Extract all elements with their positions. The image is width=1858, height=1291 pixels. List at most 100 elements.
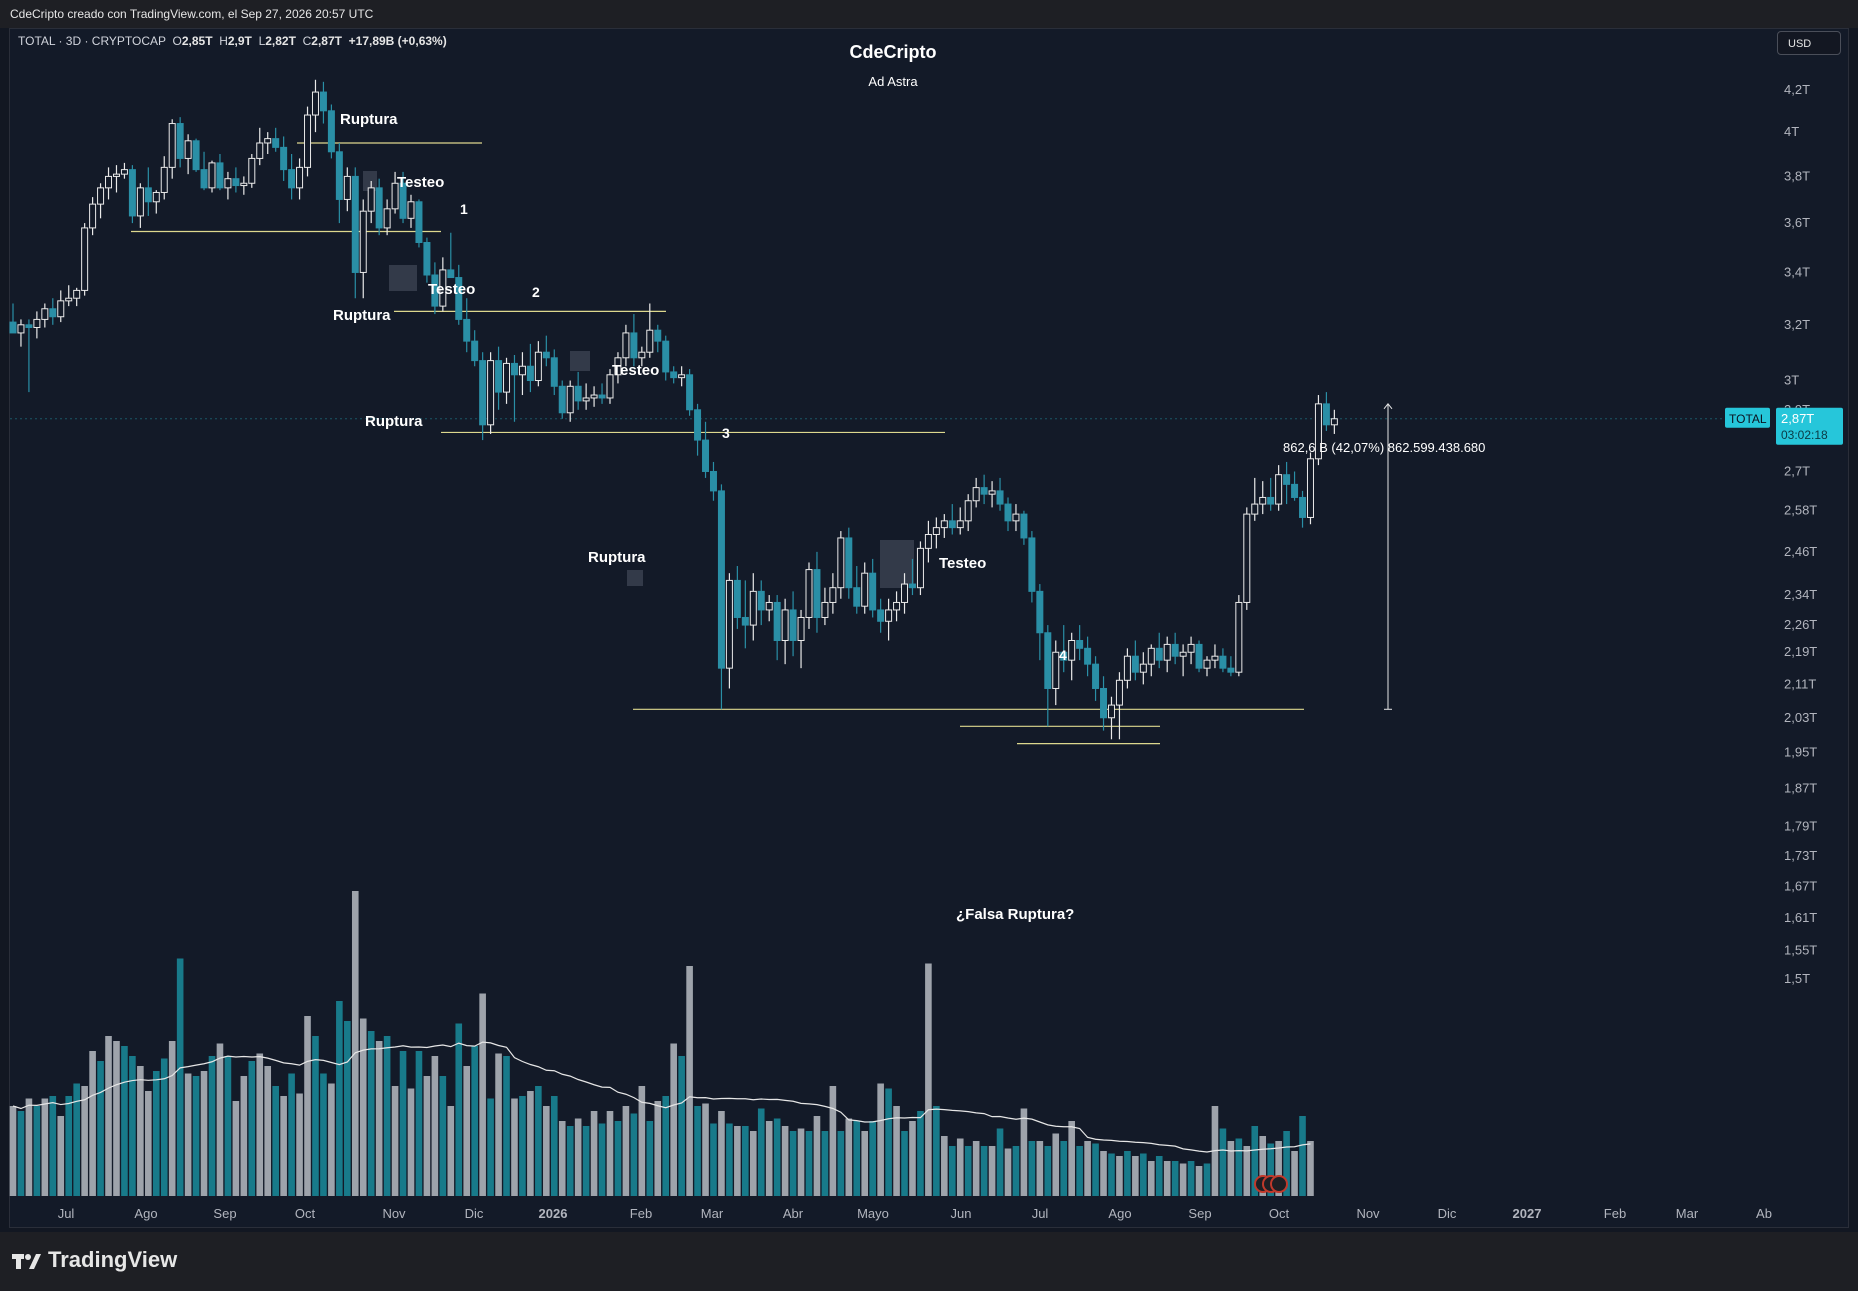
volume-bar xyxy=(471,1046,478,1196)
x-tick-label: Nov xyxy=(382,1206,406,1221)
candle-body-down xyxy=(773,601,781,642)
symbol-tag-label: TOTAL xyxy=(1729,412,1767,426)
volume-bar xyxy=(1243,1146,1251,1196)
close-value: 2,87T xyxy=(311,34,342,48)
volume-bar xyxy=(375,1041,383,1196)
candle-body-up xyxy=(304,114,312,168)
volume-bar xyxy=(829,1086,837,1196)
candle-body-down xyxy=(423,242,431,276)
candle-body-up xyxy=(65,297,73,302)
y-tick-label: 3,4T xyxy=(1784,264,1810,279)
candle-body-down xyxy=(1267,496,1275,505)
volume-bar xyxy=(137,1066,144,1196)
volume-bar xyxy=(1195,1166,1203,1196)
watermark-subtitle: Ad Astra xyxy=(868,74,918,89)
candle-body-down xyxy=(1131,655,1139,673)
x-tick-label: Mar xyxy=(701,1206,724,1221)
candle-body-down xyxy=(526,365,534,382)
currency-button[interactable]: USD xyxy=(1777,31,1841,55)
volume-bar xyxy=(495,1053,502,1196)
candle-body-down xyxy=(510,362,518,376)
volume-bar xyxy=(1171,1161,1179,1196)
volume-bar xyxy=(320,1073,327,1196)
volume-bar xyxy=(1283,1131,1290,1196)
volume-bar xyxy=(455,1023,463,1196)
candle-body-down xyxy=(144,187,152,203)
candle-body-down xyxy=(1155,647,1163,661)
x-tick-label: Mayo xyxy=(857,1206,889,1221)
candle-body-down xyxy=(192,140,200,171)
candle-body-up xyxy=(1203,659,1211,669)
x-tick-label: Ago xyxy=(1108,1206,1131,1221)
candle-body-up xyxy=(1068,640,1076,661)
candle-body-down xyxy=(1028,537,1036,592)
volume-bar xyxy=(606,1111,614,1196)
candle-body-down xyxy=(733,579,741,618)
volume-bar xyxy=(160,1058,168,1196)
candle-body-up xyxy=(1147,647,1155,665)
candle-body-down xyxy=(717,490,725,669)
candle-body-down xyxy=(1219,655,1227,669)
volume-bar xyxy=(328,1083,335,1196)
volume-bar xyxy=(423,1076,431,1196)
candle-body-up xyxy=(749,590,757,626)
candle-body-down xyxy=(1004,503,1012,522)
wave-number-label: 3 xyxy=(722,425,730,441)
candle-body-down xyxy=(662,340,670,373)
volume-bar xyxy=(511,1098,518,1196)
candle-body-down xyxy=(1060,651,1068,661)
tradingview-logo[interactable]: TradingView xyxy=(12,1247,177,1273)
y-tick-label: 1,55T xyxy=(1784,943,1817,958)
volume-bar xyxy=(81,1086,88,1196)
candle-body-down xyxy=(471,340,479,362)
candle-body-up xyxy=(924,533,932,549)
candle-body-down xyxy=(789,609,797,642)
x-tick-label: Ago xyxy=(134,1206,157,1221)
y-tick-label: 2,26T xyxy=(1784,617,1817,632)
volume-bar xyxy=(359,1018,367,1196)
volume-bar xyxy=(590,1111,598,1196)
volume-bar xyxy=(996,1128,1004,1196)
volume-bar xyxy=(1124,1151,1131,1196)
volume-bar xyxy=(89,1051,96,1196)
candle-body-up xyxy=(837,537,845,589)
candle-body-up xyxy=(57,300,65,318)
annotation-label: ¿Falsa Ruptura? xyxy=(956,906,1074,923)
candle-body-up xyxy=(885,609,893,622)
volume-bar xyxy=(312,1036,319,1196)
volume-bar xyxy=(837,1131,845,1196)
candle-body-down xyxy=(232,178,240,187)
candle-body-down xyxy=(845,537,853,589)
candle-body-down xyxy=(1092,663,1100,689)
volume-bar xyxy=(208,1056,216,1196)
candle-body-up xyxy=(829,587,837,603)
volume-bar xyxy=(821,1131,829,1196)
high-label: H xyxy=(219,34,228,48)
volume-bar xyxy=(1147,1161,1155,1196)
symbol-legend[interactable]: TOTAL · 3D · CRYPTOCAP O2,85T H2,9T L2,8… xyxy=(18,34,447,48)
y-tick-label: 1,73T xyxy=(1784,848,1817,863)
measure-label: 862,6 B (42,07%) 862.599.438.680 xyxy=(1283,440,1485,455)
candle-body-down xyxy=(1299,496,1307,518)
volume-bar xyxy=(463,1066,471,1196)
y-tick-label: 2,7T xyxy=(1784,463,1810,478)
volume-bar xyxy=(431,1056,439,1196)
annotation-label: Testeo xyxy=(397,174,444,191)
x-tick-label: Jul xyxy=(58,1206,75,1221)
volume-bar xyxy=(351,891,359,1196)
candle-body-up xyxy=(606,374,614,399)
volume-bar xyxy=(105,1036,112,1196)
candle-body-down xyxy=(686,374,694,411)
volume-bar xyxy=(224,1056,232,1196)
annotation-label: Testeo xyxy=(428,281,475,298)
y-tick-label: 2,03T xyxy=(1784,710,1817,725)
volume-bar xyxy=(304,1016,311,1196)
annotation-label: Testeo xyxy=(939,555,986,572)
candle-body-up xyxy=(646,329,654,353)
volume-bar xyxy=(288,1073,295,1196)
candle-body-down xyxy=(542,351,550,359)
candle-body-up xyxy=(383,208,391,229)
volume-bar xyxy=(861,1131,869,1196)
volume-bar xyxy=(972,1141,980,1196)
